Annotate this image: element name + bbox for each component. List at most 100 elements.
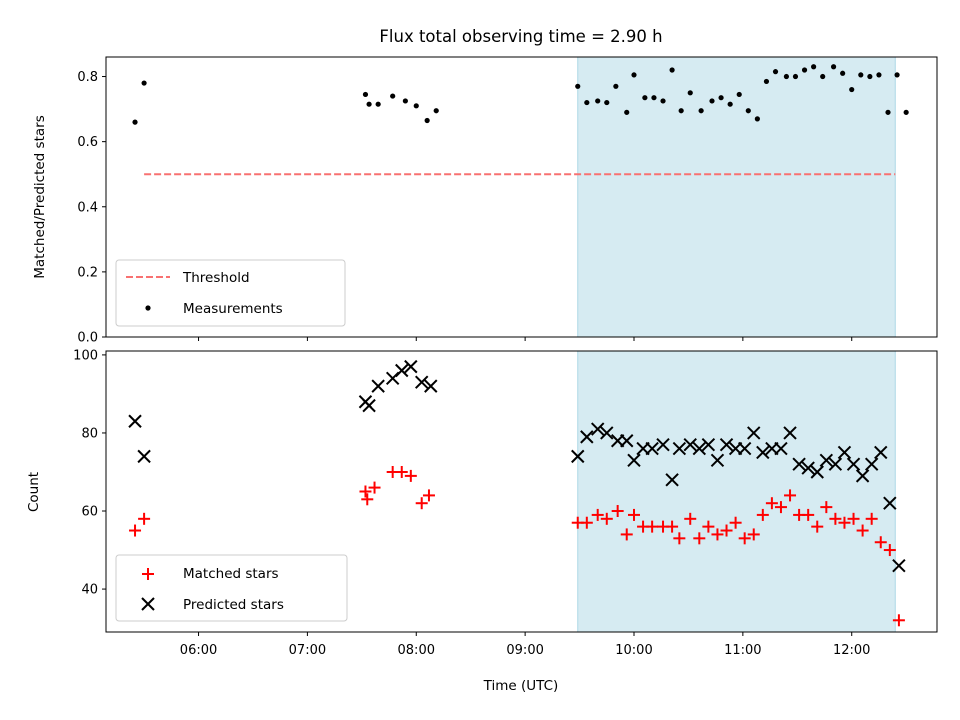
predicted-star-point [710,453,725,467]
measurement-point [772,69,779,75]
measurement-point [709,98,715,104]
predicted-star-point [395,363,409,378]
legend-matched-swatch [142,568,154,580]
measurement-point [642,95,648,101]
predicted-star-point [692,441,707,456]
measurement-point [132,119,138,125]
predicted-star-point-b [719,437,734,452]
bottom-panel: 40 60 80 100 06:00 07:00 08:00 09:00 10:00 11:00 1… [73,348,938,658]
predicted-star-point-b [683,437,697,452]
predicted-star-point-b [864,457,879,471]
predicted-star-point [737,441,752,456]
matched-star-point [729,516,742,529]
predicted-star-point [137,449,151,464]
predicted-star-point-b [362,398,376,413]
bottom-x-tick-label: 07:00 [289,643,326,658]
matched-star-point [395,465,408,478]
bottom-x-tick-label: 09:00 [506,643,543,658]
predicted-star-point [774,441,788,456]
matched-star-point [129,524,142,537]
matched-star-point [611,505,624,518]
predicted-star-point-b [672,441,687,456]
measurement-point [424,117,430,124]
predicted-star-point-b [846,457,861,471]
measurement-point [651,95,657,101]
measurement-point [830,64,837,70]
bottom-y-axis-label: Count [26,472,42,512]
matched-star-point [591,508,604,521]
predicted-star-point [810,465,824,479]
top-y-tick-label: 0.2 [77,265,98,280]
measurement-point [736,91,742,98]
matched-star-point [600,512,613,525]
matched-star-point [620,528,633,541]
matched-star-point [404,469,417,482]
bottom-x-tick-label: 12:00 [833,643,870,658]
measurement-point [660,98,666,104]
matched-star-point [774,501,787,514]
bottom-y-tick-label: 40 [81,583,98,598]
predicted-star-point-b [371,379,385,393]
predicted-star-point-b [756,445,770,460]
measurement-point [584,99,590,106]
measurement-point [362,91,369,98]
predicted-star-point-b [701,437,716,452]
bottom-x-tick-label: 06:00 [180,643,217,658]
measurement-point [754,116,760,122]
matched-star-point [892,614,905,627]
top-panel: 0.0 0.2 0.4 0.6 0.8 [77,56,938,346]
chart-title: Flux total observing time = 2.90 h [379,27,662,46]
measurement-point [792,73,799,80]
predicted-star-point-b [819,453,834,467]
measurement-point [903,109,909,115]
predicted-star-point [415,375,429,389]
matched-star-point [693,532,706,545]
bottom-legend: Matched stars Predicted stars [115,554,348,622]
predicted-star-point-b [810,465,824,479]
bottom-legend-box [115,554,348,622]
measurement-point [783,73,790,80]
top-highlight-span [577,56,896,338]
predicted-star-point [747,426,761,440]
matched-star-point [580,516,593,529]
predicted-star-point [371,379,385,393]
matched-star-point [883,544,896,557]
predicted-star-point [665,473,679,487]
legend-measurements-swatch [145,305,151,311]
predicted-star-point [627,453,641,467]
measurement-point [698,108,704,114]
measurement-point [366,101,372,107]
predicted-star-point-b [590,422,605,436]
measurement-point [745,108,751,114]
matched-star-point [627,508,640,521]
matched-star-point [666,520,679,533]
predicted-star-point-b [747,426,761,440]
predicted-star-point [855,469,870,483]
predicted-star-point-b [128,414,142,428]
matched-star-point [847,512,860,525]
measurement-point [876,72,882,78]
predicted-star-point [590,422,605,436]
measurement-point [678,108,684,114]
measurement-point [375,101,381,107]
predicted-star-point [892,558,906,573]
matched-star-point [684,512,697,525]
predicted-star-point-b [627,453,641,467]
bottom-x-tick-label: 11:00 [724,643,761,658]
matched-star-point [820,501,833,514]
predicted-star-point [683,437,697,452]
predicted-star-point [672,441,687,456]
matched-star-point [756,508,769,521]
predicted-star-point-b [580,430,594,444]
measurement-point [858,72,864,78]
predicted-star-point-b [874,445,888,460]
matched-star-point [838,516,851,529]
matched-star-point [874,536,887,549]
predicted-star-point-b [828,457,843,471]
matched-star-point [720,524,733,537]
measurement-point [669,67,675,73]
measurement-point [687,90,693,96]
matched-star-point [784,489,797,502]
predicted-star-point [580,430,594,444]
